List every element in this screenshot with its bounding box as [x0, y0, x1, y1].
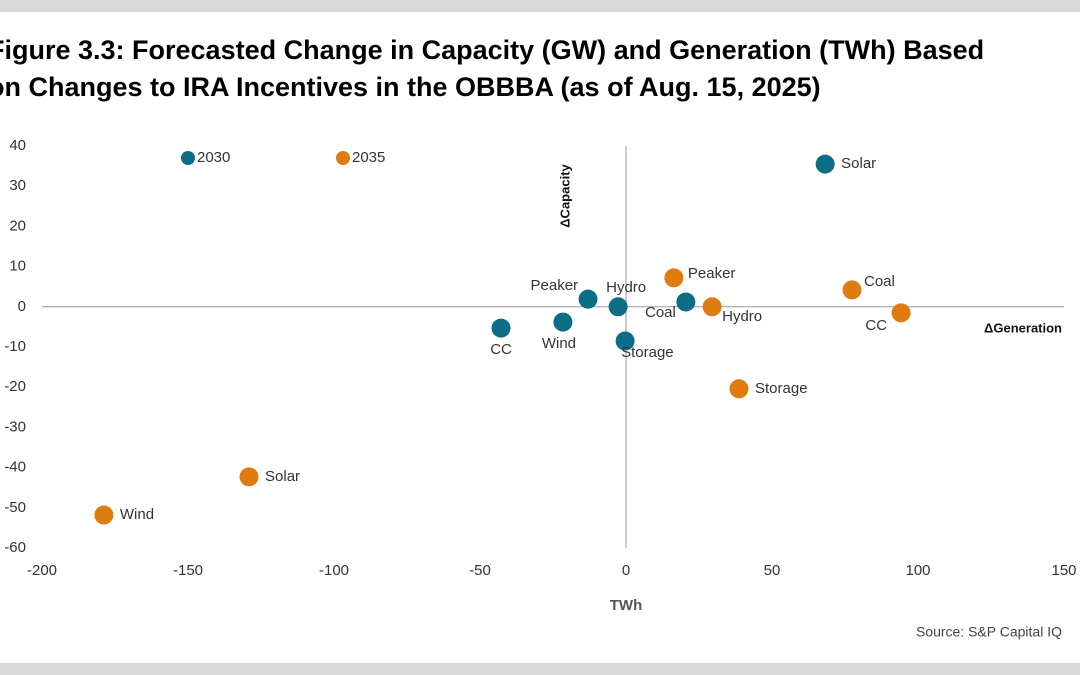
- data-point: [676, 292, 696, 312]
- x-tick-label: -100: [319, 562, 349, 579]
- x-axis-title: TWh: [610, 597, 642, 614]
- y-tick-label: -30: [4, 418, 26, 435]
- point-label: Storage: [621, 344, 674, 361]
- legend-label: 2030: [197, 149, 230, 166]
- x-tick-label: 50: [764, 562, 781, 579]
- point-label: Solar: [841, 155, 876, 172]
- y-tick-label: 10: [9, 258, 26, 275]
- y-tick-label: -50: [4, 499, 26, 516]
- x-tick-label: -200: [27, 562, 57, 579]
- data-point: [702, 297, 722, 317]
- legend-marker: [336, 151, 350, 165]
- y-tick-label: -20: [4, 378, 26, 395]
- data-point: [608, 297, 628, 317]
- x-tick-label: 150: [1051, 562, 1076, 579]
- x-tick-label: 0: [622, 562, 630, 579]
- y-tick-label: -60: [4, 539, 26, 556]
- data-point: [615, 331, 635, 351]
- chart-title: on Changes to IRA Incentives in the OBBB…: [0, 72, 821, 102]
- y-tick-label: 0: [18, 298, 26, 315]
- x-tick-label: 100: [905, 562, 930, 579]
- legend-marker: [181, 151, 195, 165]
- point-label: Hydro: [606, 279, 646, 296]
- point-label: CC: [865, 317, 887, 334]
- point-label: CC: [490, 341, 512, 358]
- data-point: [491, 318, 511, 338]
- data-point: [553, 312, 573, 332]
- y-tick-label: 30: [9, 177, 26, 194]
- legend-label: 2035: [352, 149, 385, 166]
- data-point: [94, 505, 114, 525]
- y-tick-label: 20: [9, 217, 26, 234]
- x-quadrant-label: ΔGeneration: [984, 320, 1062, 335]
- data-point: [842, 280, 862, 300]
- point-label: Wind: [120, 506, 154, 523]
- data-point: [239, 467, 259, 487]
- y-tick-label: 40: [9, 137, 26, 154]
- x-tick-label: -50: [469, 562, 491, 579]
- y-tick-label: -40: [4, 459, 26, 476]
- point-label: Storage: [755, 380, 808, 397]
- top-band: [0, 0, 1080, 12]
- point-label: Peaker: [531, 277, 579, 294]
- data-point: [664, 268, 684, 288]
- x-tick-label: -150: [173, 562, 203, 579]
- y-axis-title: ΔCapacity: [557, 163, 572, 227]
- point-label: Hydro: [722, 308, 762, 325]
- point-label: Wind: [542, 335, 576, 352]
- chart-title: Figure 3.3: Forecasted Change in Capacit…: [0, 35, 984, 65]
- point-label: Coal: [864, 273, 895, 290]
- data-point: [815, 154, 835, 174]
- y-tick-label: -10: [4, 338, 26, 355]
- point-label: Solar: [265, 468, 300, 485]
- data-point: [891, 303, 911, 323]
- data-point: [578, 289, 598, 309]
- data-point: [729, 379, 749, 399]
- point-label: Coal: [645, 304, 676, 321]
- bottom-band: [0, 663, 1080, 675]
- source-note: Source: S&P Capital IQ: [916, 624, 1062, 640]
- point-label: Peaker: [688, 265, 736, 282]
